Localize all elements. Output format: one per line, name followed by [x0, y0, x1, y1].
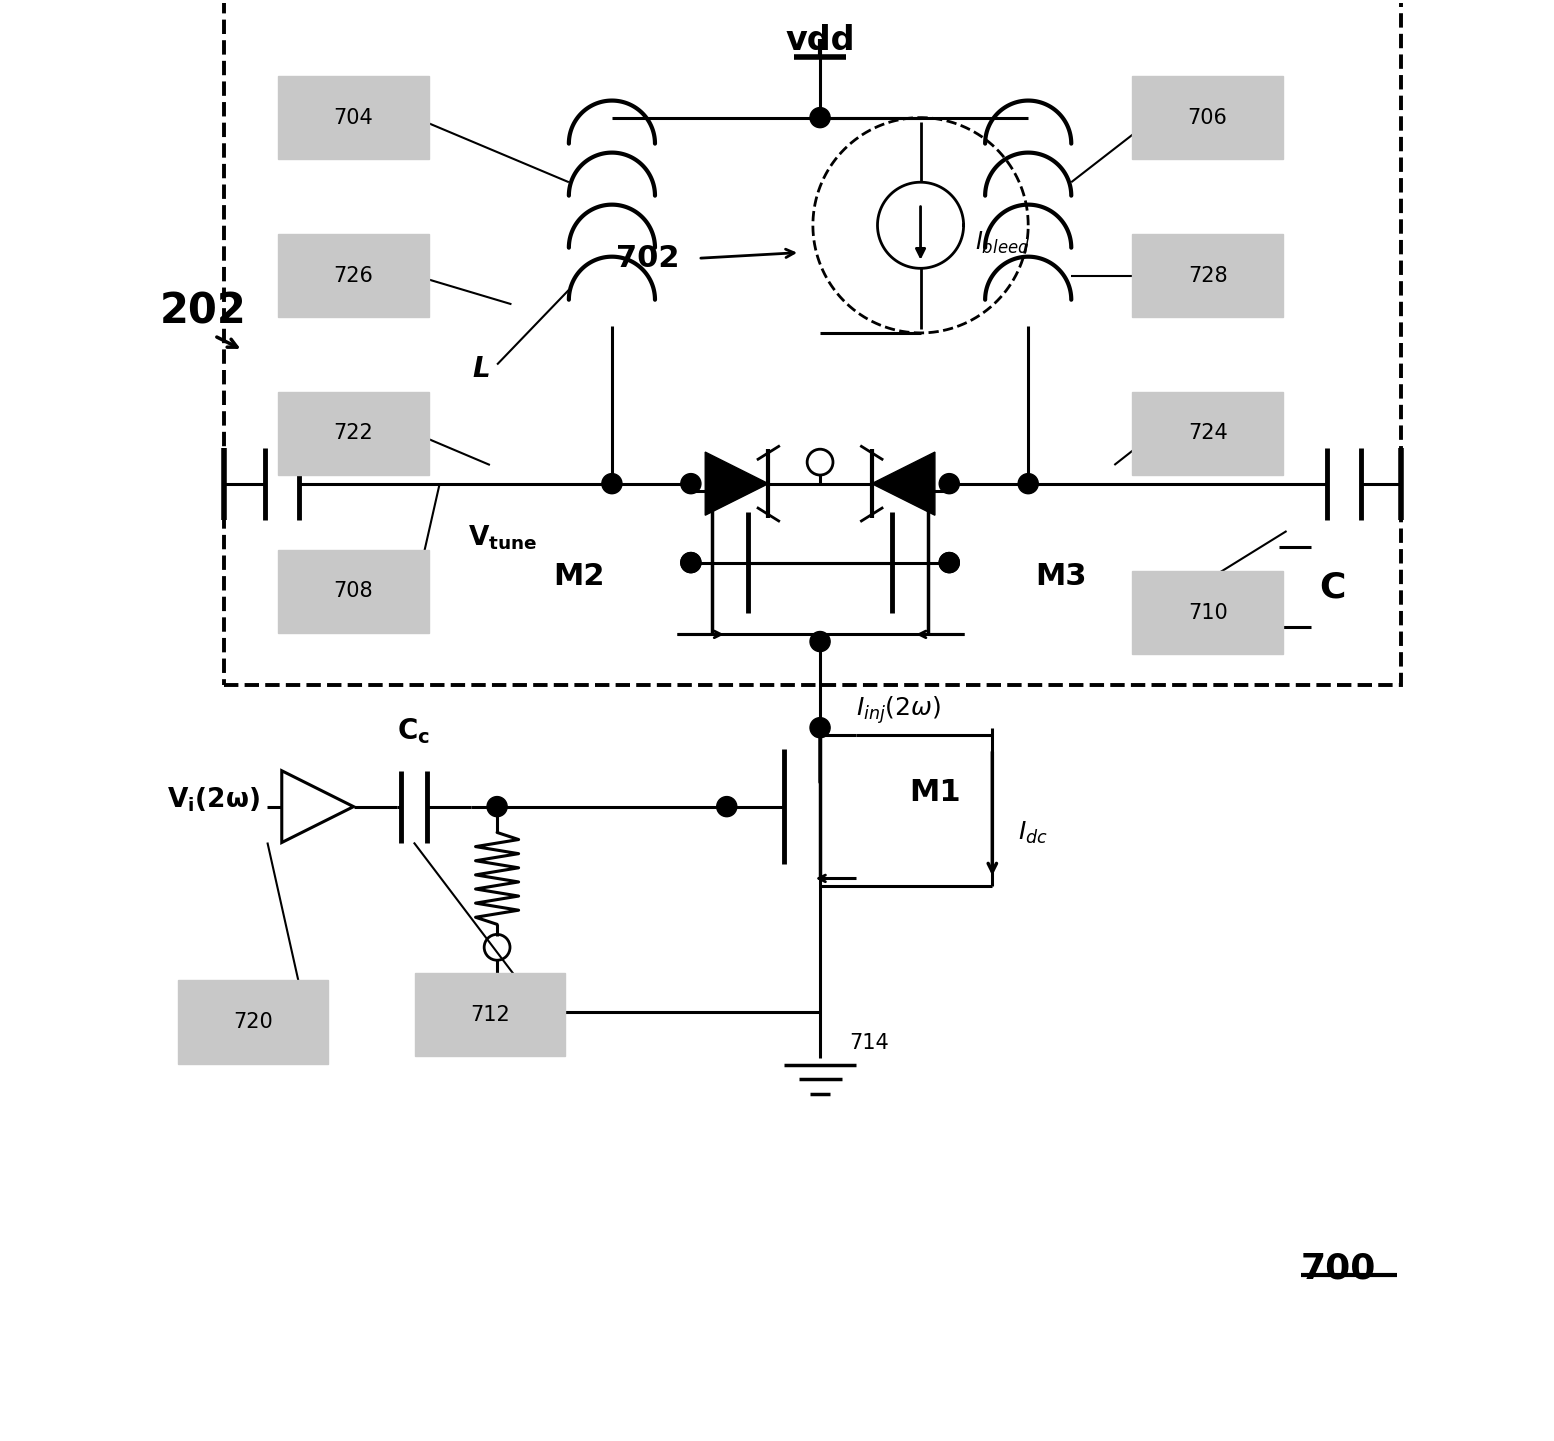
Text: $I_{bleed}$: $I_{bleed}$ — [974, 229, 1030, 255]
Text: 722: 722 — [334, 424, 373, 444]
Text: $\mathbf{V_b}$: $\mathbf{V_b}$ — [462, 978, 499, 1009]
Text: 712: 712 — [469, 1004, 510, 1025]
Circle shape — [1018, 474, 1038, 494]
Text: 708: 708 — [334, 581, 373, 601]
FancyBboxPatch shape — [278, 76, 429, 160]
Text: $I_{inj}(2\omega)$: $I_{inj}(2\omega)$ — [856, 695, 942, 726]
Circle shape — [681, 552, 701, 572]
Text: 714: 714 — [848, 1033, 889, 1053]
Text: $\mathbf{V_i(2\omega)}$: $\mathbf{V_i(2\omega)}$ — [168, 785, 260, 814]
Polygon shape — [872, 452, 936, 516]
Text: C: C — [1319, 571, 1346, 604]
Circle shape — [810, 718, 830, 738]
FancyBboxPatch shape — [1133, 392, 1284, 476]
FancyBboxPatch shape — [415, 973, 566, 1056]
FancyBboxPatch shape — [1133, 76, 1284, 160]
Polygon shape — [706, 452, 768, 516]
FancyBboxPatch shape — [278, 392, 429, 476]
Polygon shape — [281, 771, 354, 843]
Text: 704: 704 — [334, 108, 373, 128]
Text: 202: 202 — [160, 291, 247, 333]
Text: M3: M3 — [1035, 562, 1086, 591]
Text: 706: 706 — [1187, 108, 1228, 128]
Circle shape — [939, 552, 959, 572]
FancyBboxPatch shape — [177, 980, 328, 1063]
Text: M2: M2 — [553, 562, 605, 591]
Text: $I_{dc}$: $I_{dc}$ — [1018, 820, 1047, 846]
Circle shape — [601, 474, 622, 494]
Circle shape — [681, 474, 701, 494]
Circle shape — [681, 552, 701, 572]
Circle shape — [486, 797, 507, 817]
Circle shape — [810, 631, 830, 651]
Text: M1: M1 — [909, 778, 960, 807]
Text: 726: 726 — [334, 265, 373, 285]
FancyBboxPatch shape — [278, 233, 429, 317]
Text: vdd: vdd — [785, 24, 855, 58]
Text: 724: 724 — [1187, 424, 1228, 444]
Text: $\mathbf{V_{tune}}$: $\mathbf{V_{tune}}$ — [468, 525, 538, 552]
Circle shape — [939, 474, 959, 494]
Text: 728: 728 — [1187, 265, 1228, 285]
Text: L: L — [472, 354, 490, 383]
Circle shape — [810, 108, 830, 128]
Text: 720: 720 — [233, 1012, 274, 1032]
Circle shape — [939, 552, 959, 572]
Text: 702: 702 — [617, 244, 679, 272]
Circle shape — [716, 797, 737, 817]
Text: $\mathbf{C_c}$: $\mathbf{C_c}$ — [398, 716, 430, 746]
Text: 700: 700 — [1301, 1252, 1377, 1285]
FancyBboxPatch shape — [1133, 571, 1284, 654]
Text: 710: 710 — [1187, 602, 1228, 623]
FancyBboxPatch shape — [1133, 233, 1284, 317]
FancyBboxPatch shape — [278, 549, 429, 633]
